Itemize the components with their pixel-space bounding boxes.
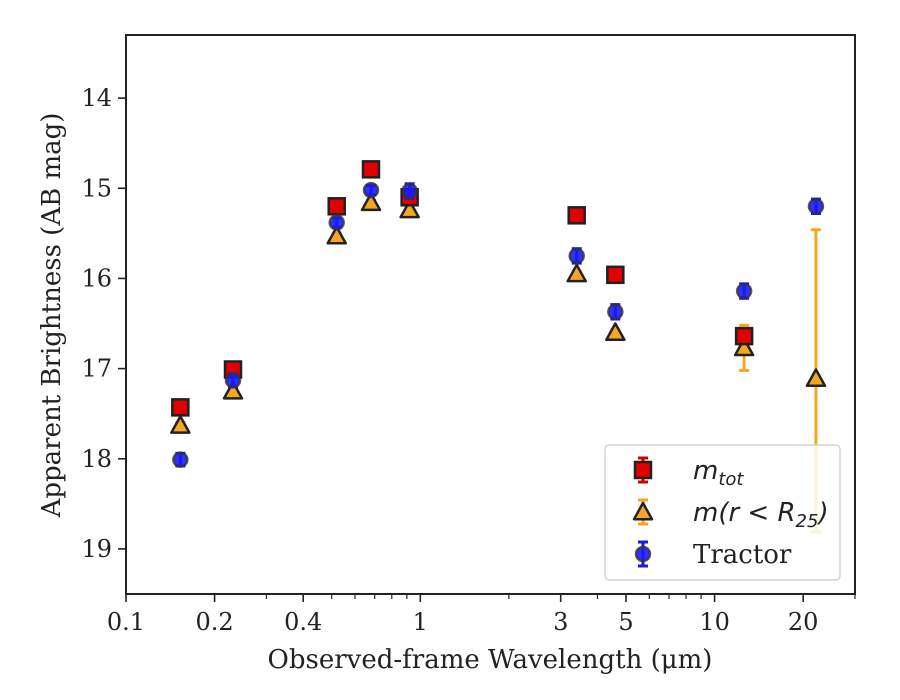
data-point-tractor <box>735 282 753 300</box>
x-tick-label: 20 <box>788 608 819 636</box>
x-tick-label: 10 <box>699 608 730 636</box>
x-tick-label: 5 <box>618 608 633 636</box>
data-point-tractor <box>607 303 624 321</box>
legend-label-sub: tot <box>718 469 744 490</box>
data-point-m-tot <box>606 265 625 285</box>
x-tick-label: 3 <box>553 608 568 636</box>
x-axis-label: Observed-frame Wavelength (μm) <box>268 645 713 675</box>
data-point-m-tot <box>327 197 346 216</box>
data-point-m-tot <box>734 326 754 346</box>
legend-label-tail: ) <box>816 498 828 528</box>
y-tick-label: 17 <box>81 355 112 383</box>
y-tick-label: 14 <box>81 84 112 112</box>
data-point-tractor <box>328 214 345 231</box>
data-point-m-r25 <box>399 199 420 219</box>
y-axis-label: Apparent Brightness (AB mag) <box>37 113 67 519</box>
data-point-tractor <box>172 451 189 468</box>
legend-box <box>604 444 841 581</box>
legend: mtot m(r < R25) Tractor <box>604 444 841 581</box>
x-tick-label: 0.4 <box>284 608 322 636</box>
x-tick-label: 0.2 <box>196 608 234 636</box>
legend-label: Tractor <box>693 540 792 570</box>
y-tick-label: 15 <box>81 174 112 202</box>
legend-entry-tractor: Tractor <box>634 540 792 570</box>
legend-entry-m-tot: mtot <box>633 456 744 490</box>
legend-label-main: m(r < R <box>693 498 796 528</box>
legend-label: mtot <box>693 456 744 490</box>
data-point-m-r25 <box>805 368 827 387</box>
y-tick-label: 19 <box>81 535 112 563</box>
data-point-m-r25 <box>605 322 626 341</box>
legend-marker-tractor <box>634 545 652 563</box>
data-point-m-r25 <box>326 225 347 245</box>
data-points <box>170 160 827 534</box>
data-point-m-tot <box>361 160 381 179</box>
data-point-tractor <box>807 198 825 215</box>
y-tick-label: 16 <box>81 264 112 292</box>
legend-marker-m-tot <box>633 460 653 480</box>
data-point-m-r25 <box>222 380 244 400</box>
x-tick-label: 1 <box>413 608 428 636</box>
legend-marker-m-r25 <box>632 501 654 521</box>
legend-label-sub: 25 <box>796 511 819 532</box>
data-point-m-tot <box>171 398 190 417</box>
data-point-tractor <box>224 372 242 389</box>
y-tick-label: 18 <box>81 445 112 473</box>
legend-entry-m-r25: m(r < R25) <box>632 498 829 532</box>
data-point-m-r25 <box>733 337 755 357</box>
series-tractor <box>172 181 825 468</box>
data-point-tractor <box>362 181 380 199</box>
plot-frame <box>125 34 856 595</box>
data-point-m-r25 <box>360 192 382 212</box>
x-tick-label: 0.1 <box>107 608 145 636</box>
axis-ticks: 0.1 0.2 0.4 1 3 5 10 20 14 15 16 17 18 19 <box>81 84 856 636</box>
data-point-m-r25 <box>170 415 191 434</box>
data-point-m-r25 <box>566 263 587 283</box>
data-point-tractor <box>401 182 418 200</box>
data-point-m-tot <box>567 206 586 225</box>
data-point-tractor <box>568 247 585 265</box>
legend-label-main: m <box>693 456 718 486</box>
legend-label: m(r < R25) <box>693 498 829 532</box>
